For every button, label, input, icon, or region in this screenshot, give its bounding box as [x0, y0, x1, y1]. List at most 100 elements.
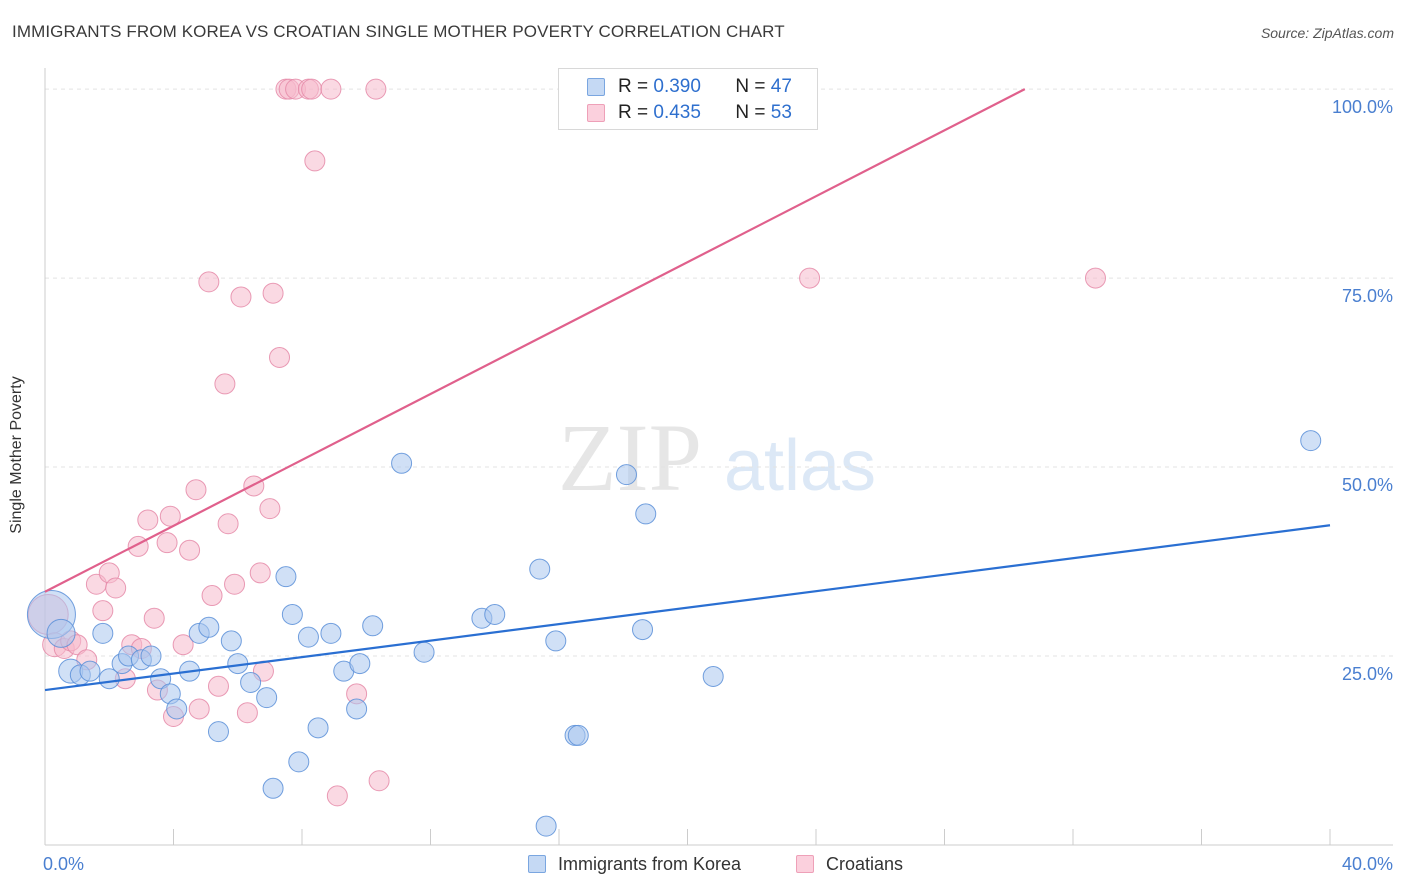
korea-trendline: [44, 524, 1331, 692]
y-tick-label: 25.0%: [1342, 664, 1393, 684]
watermark-zip: ZIP: [558, 404, 702, 511]
stats-legend: R = 0.390 N = 47 R = 0.435 N = 53: [558, 68, 818, 130]
korea-point: [349, 653, 371, 675]
croatians-point: [179, 539, 201, 561]
y-tick-labels: 25.0% 50.0% 75.0% 100.0%: [1332, 97, 1393, 684]
korea-point: [391, 452, 413, 474]
korea-point: [567, 724, 589, 746]
croatians-point: [365, 78, 387, 100]
korea-point: [288, 751, 310, 773]
bottom-legend-croatians: Croatians: [796, 852, 903, 876]
croatians-point: [105, 577, 127, 599]
croatians-point: [236, 702, 258, 724]
korea-point: [240, 671, 262, 693]
croatians-point: [159, 505, 181, 527]
korea-point: [484, 603, 506, 625]
croatians-point: [224, 573, 246, 595]
croatians-point: [230, 286, 252, 308]
croatians-point: [320, 78, 342, 100]
watermark-atlas: atlas: [724, 426, 876, 506]
korea-point: [615, 464, 637, 486]
bottom-legend-label: Croatians: [826, 853, 904, 874]
korea-point: [307, 717, 329, 739]
croatians-point: [799, 267, 821, 289]
korea-point: [529, 558, 551, 580]
croatians-point: [188, 698, 210, 720]
korea-point: [297, 626, 319, 648]
korea-point: [220, 630, 242, 652]
croatians-point: [243, 475, 265, 497]
croatians-point: [172, 634, 194, 656]
croatians-point: [198, 271, 220, 293]
korea-point: [545, 630, 567, 652]
legend-n-label: N =: [735, 76, 766, 97]
y-tick-label: 100.0%: [1332, 97, 1393, 117]
croatians-point: [143, 607, 165, 629]
y-tick-label: 50.0%: [1342, 475, 1393, 495]
korea-point: [98, 668, 120, 690]
grid: [45, 88, 1393, 657]
croatians-point: [326, 785, 348, 807]
croatians-point: [304, 150, 326, 172]
bottom-legend-korea: Immigrants from Korea: [528, 852, 741, 876]
korea-point: [92, 622, 114, 644]
watermark: ZIP atlas: [558, 404, 876, 511]
x-tick-label: 40.0%: [1342, 854, 1393, 874]
croatians-point: [137, 509, 159, 531]
legend-swatch-pink: [587, 104, 605, 122]
chart-title: IMMIGRANTS FROM KOREA VS CROATIAN SINGLE…: [12, 22, 785, 41]
legend-r-label: R =: [618, 76, 649, 97]
croatians-point: [368, 770, 390, 792]
legend-r-label: R =: [618, 102, 649, 123]
croatians-point: [156, 532, 178, 554]
legend-n-value: 53: [770, 102, 792, 123]
croatians-point: [262, 282, 284, 304]
korea-point: [262, 777, 284, 799]
legend-row-korea: R = 0.390 N = 47: [587, 75, 792, 99]
korea-point: [702, 665, 724, 687]
korea-point: [140, 645, 162, 667]
korea-point: [198, 616, 220, 638]
korea-point: [1300, 430, 1322, 452]
legend-n-value: 47: [770, 76, 792, 97]
croatians-point: [217, 513, 239, 535]
legend-n-label: N =: [735, 102, 766, 123]
croatians-point: [185, 479, 207, 501]
croatians-point: [214, 373, 236, 395]
korea-point: [207, 721, 229, 743]
korea-point: [535, 815, 557, 837]
korea-point: [635, 503, 657, 525]
legend-r-value: 0.390: [653, 76, 701, 97]
korea-point: [281, 603, 303, 625]
x-tick-labels: 0.0% 40.0%: [43, 854, 1393, 874]
korea-point: [275, 566, 297, 588]
korea-point: [632, 619, 654, 641]
legend-row-croatians: R = 0.435 N = 53: [587, 101, 792, 125]
legend-r-value: 0.435: [653, 102, 701, 123]
korea-point: [79, 660, 101, 682]
chart-source: Source: ZipAtlas.com: [1260, 25, 1394, 41]
croatians-point: [259, 498, 281, 520]
croatians-trendline: [44, 88, 1026, 593]
croatians-point: [301, 78, 323, 100]
korea-point: [346, 698, 368, 720]
bottom-legend-swatch-blue: [528, 855, 546, 873]
korea-point: [46, 618, 76, 648]
korea-point: [362, 615, 384, 637]
bottom-legend-swatch-pink: [796, 855, 814, 873]
croatians-point: [249, 562, 271, 584]
korea-point: [413, 641, 435, 663]
x-tick-label: 0.0%: [43, 854, 84, 874]
trendlines: [44, 88, 1331, 692]
croatians-point: [92, 600, 114, 622]
korea-point: [256, 687, 278, 709]
y-tick-label: 75.0%: [1342, 286, 1393, 306]
legend-swatch-blue: [587, 78, 605, 96]
bottom-legend-label: Immigrants from Korea: [558, 853, 742, 874]
croatians-point: [201, 585, 223, 607]
korea-point: [320, 622, 342, 644]
croatians-point: [207, 675, 229, 697]
korea-point: [166, 698, 188, 720]
korea-points: [26, 430, 1322, 837]
